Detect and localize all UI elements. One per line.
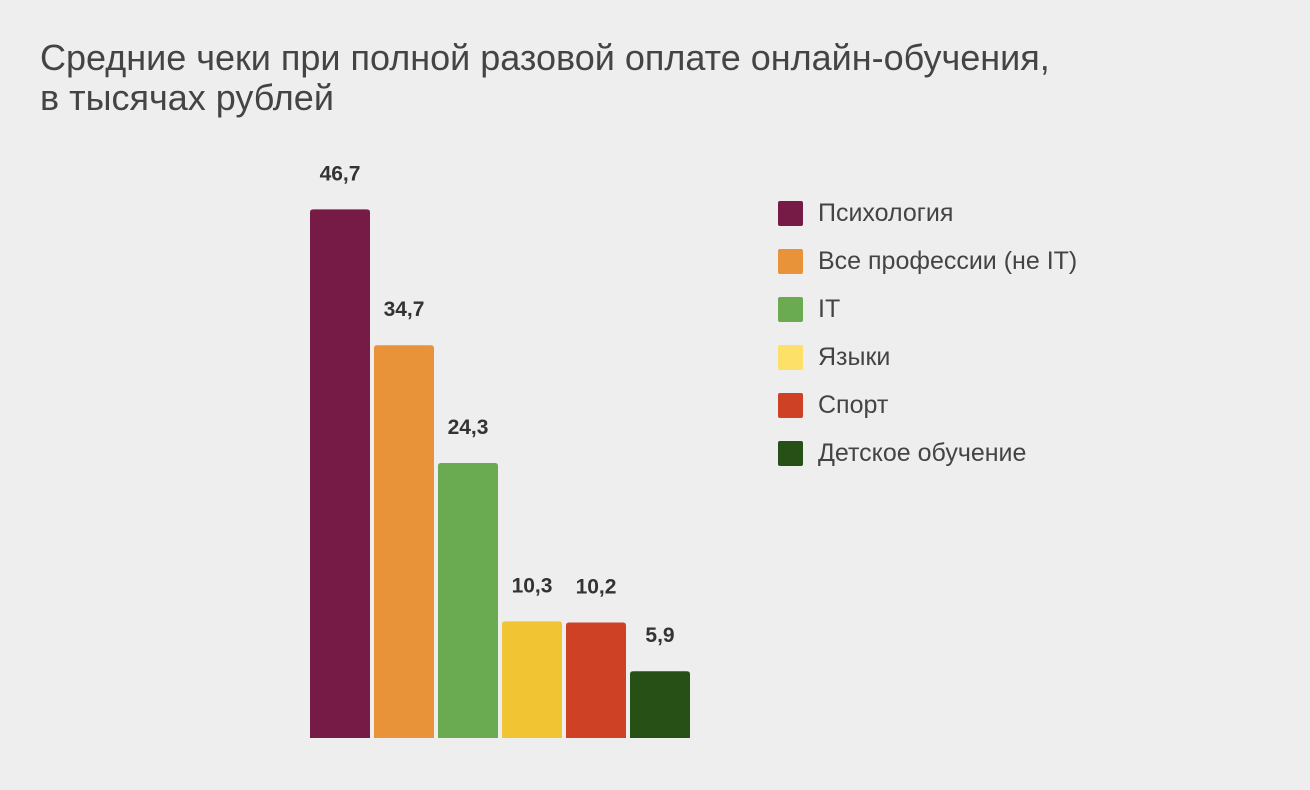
bar-0 xyxy=(310,209,370,738)
legend-label: Языки xyxy=(818,342,891,371)
legend-swatch xyxy=(778,200,803,226)
chart-title: Средние чеки при полной разовой оплате о… xyxy=(40,38,1050,118)
value-label-1: 34,7 xyxy=(384,298,425,321)
value-label-0: 46,7 xyxy=(320,162,361,185)
legend-item: Языки xyxy=(778,342,1077,372)
legend-swatch xyxy=(778,248,803,274)
legend-item: Спорт xyxy=(778,390,1077,420)
bar-4 xyxy=(566,622,626,738)
legend: Психология Все профессии (не IT) IT Языки Сп… xyxy=(778,198,1077,486)
legend-label: Психология xyxy=(818,198,954,227)
bar-5 xyxy=(630,671,690,738)
legend-swatch xyxy=(778,440,803,466)
bar-3 xyxy=(502,621,562,738)
legend-swatch xyxy=(778,392,803,418)
legend-swatch xyxy=(778,344,803,370)
bars-group xyxy=(310,209,690,738)
legend-label: IT xyxy=(818,294,841,323)
legend-item: Все профессии (не IT) xyxy=(778,246,1077,276)
bar-1 xyxy=(374,345,434,738)
legend-item: IT xyxy=(778,294,1077,324)
legend-label: Спорт xyxy=(818,390,889,419)
value-label-2: 24,3 xyxy=(448,416,489,439)
legend-item: Психология xyxy=(778,198,1077,228)
legend-label: Детское обучение xyxy=(818,438,1027,467)
value-label-4: 10,2 xyxy=(576,576,617,599)
bar-2 xyxy=(438,462,498,738)
value-labels-group: 46,7 34,7 24,3 10,3 10,2 5,9 xyxy=(320,162,675,647)
legend-label: Все профессии (не IT) xyxy=(818,246,1078,275)
legend-swatch xyxy=(778,296,803,322)
value-label-3: 10,3 xyxy=(512,574,553,597)
chart-subtitle: в тысячах рублей xyxy=(40,77,334,118)
chart-title-line: Средние чеки при полной разовой оплате о… xyxy=(40,37,1050,78)
legend-item: Детское обучение xyxy=(778,438,1077,468)
value-label-5: 5,9 xyxy=(645,624,674,647)
